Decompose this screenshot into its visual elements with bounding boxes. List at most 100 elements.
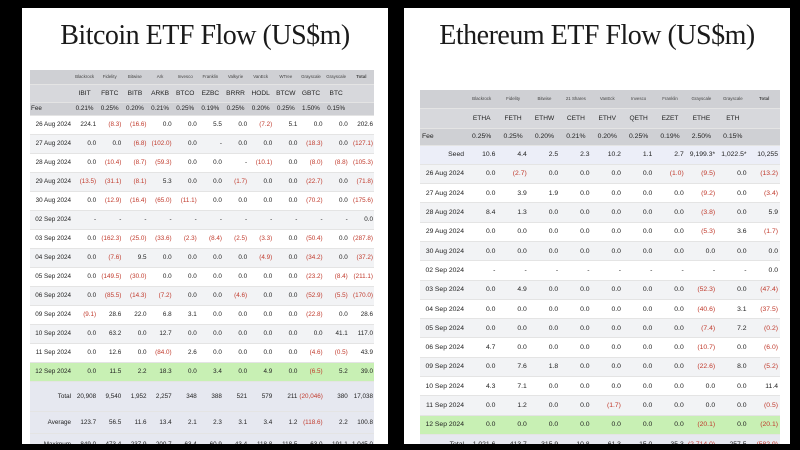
table-cell: 2.2 — [122, 362, 148, 382]
table-cell: 0.0 — [528, 164, 561, 185]
table-cell: 0.0 — [654, 318, 686, 339]
table-cell: 2.3 — [197, 411, 223, 434]
table-cell: 123.7 — [72, 411, 98, 434]
table-cell: 0.0 — [323, 172, 349, 192]
table-cell: 0.0 — [622, 202, 655, 223]
fee-cell: 0.25% — [172, 102, 198, 116]
table-cell: 3.4 — [248, 411, 274, 434]
table-cell: 0.0 — [323, 134, 349, 154]
table-cell: 11.4 — [748, 376, 780, 397]
table-row: 12 Sep 2024 0.0 0.0 0.0 0.0 0.0 0.0 0.0 (20.1) 0.… — [420, 415, 780, 435]
table-row: 03 Sep 2024 0.0 4.9 0.0 0.0 0.0 0.0 0.0 (52.3) 0.… — [420, 280, 780, 300]
table-row: 02 Sep 2024- - - - - - - - - - -0.0 — [30, 210, 374, 230]
table-cell: 0.0 — [197, 172, 223, 192]
ticker-header-cell: BTC — [323, 84, 349, 103]
row-label: 09 Sep 2024 — [420, 357, 466, 378]
table-cell: 388 — [197, 381, 223, 412]
table-cell: (13.2) — [748, 164, 780, 185]
row-label: 26 Aug 2024 — [30, 115, 72, 135]
table-cell: 3.4 — [197, 362, 223, 382]
row-label: 26 Aug 2024 — [420, 164, 466, 185]
row-label: 06 Sep 2024 — [420, 337, 466, 358]
table-cell: 3.1 — [172, 305, 198, 325]
table-cell: 0.0 — [273, 267, 299, 287]
table-cell: (118.6) — [298, 411, 324, 434]
table-cell: 0.0 — [622, 164, 655, 185]
table-cell: 0.0 — [591, 376, 623, 397]
table-cell: (6.0) — [748, 337, 780, 358]
table-cell: (2.7) — [497, 164, 529, 185]
table-cell: 15.0 — [622, 434, 655, 444]
table-cell: 0.0 — [622, 337, 655, 358]
table-cell: 0.0 — [591, 415, 623, 435]
table-cell: (22.8) — [298, 305, 324, 325]
table-cell: 9,199.3* — [685, 145, 718, 165]
table-cell: 0.0 — [172, 248, 198, 268]
table-cell: 0.0 — [197, 248, 223, 268]
table-cell: 10.8 — [560, 434, 592, 444]
table-cell: 0.0 — [528, 202, 561, 223]
table-cell: 1.3 — [497, 202, 529, 223]
table-cell: (2.3) — [172, 229, 198, 249]
table-cell: (40.6) — [685, 299, 718, 320]
table-row: 30 Aug 2024 0.0 (12.9) (16.4) (65.0) (11.1) 0.… — [30, 191, 374, 211]
issuer-header-cell: Fidelity — [497, 90, 529, 109]
table-row: 10 Sep 2024 4.3 7.1 0.0 0.0 0.0 0.0 0.0 0.0 0.0 11… — [420, 376, 780, 397]
table-cell: 5.3 — [147, 172, 173, 192]
table-cell: 117.0 — [348, 324, 374, 344]
table-cell: 0.0 — [528, 280, 561, 300]
table-cell: 9.5 — [122, 248, 148, 268]
fee-cell: 0.21% — [147, 102, 173, 116]
table-row: Maximum 849.0 473.4 237.9 200.7 63.4 60.9 43.4 1… — [30, 433, 374, 444]
table-cell: 0.0 — [622, 222, 655, 242]
table-cell: 0.0 — [560, 415, 592, 435]
table-cell: 56.5 — [97, 411, 123, 434]
table-cell: (9.5) — [685, 164, 718, 185]
table-cell: 10,255 — [748, 145, 780, 165]
table-cell: (14.3) — [122, 286, 148, 306]
table-cell: 8.0 — [717, 357, 749, 378]
table-cell: 0.0 — [172, 134, 198, 154]
table-cell: 0.0 — [273, 362, 299, 382]
table-cell: 0.0 — [528, 299, 561, 320]
table-cell: (10.7) — [685, 337, 718, 358]
table-cell: 0.0 — [497, 415, 529, 435]
table-cell: 43.4 — [222, 433, 249, 444]
table-cell: - — [560, 260, 592, 281]
table-cell: 0.0 — [172, 267, 198, 287]
table-row: 11 Sep 2024 0.0 1.2 0.0 0.0 (1.7) 0.0 0.0 0.0 0.0… — [420, 395, 780, 416]
table-cell: (6.5) — [298, 362, 324, 382]
table-cell: 0.0 — [497, 337, 529, 358]
table-cell: 12.6 — [97, 343, 123, 363]
table-cell: (2.5) — [222, 229, 249, 249]
row-label: 30 Aug 2024 — [30, 191, 72, 211]
table-cell: - — [685, 260, 718, 281]
table-cell: (5.5) — [323, 286, 349, 306]
table-cell: 7.2 — [717, 318, 749, 339]
table-cell: 0.0 — [591, 183, 623, 204]
table-cell: 0.0 — [560, 395, 592, 416]
table-row: 03 Sep 2024 0.0 (162.3) (25.0) (33.6) (2.3) (8… — [30, 229, 374, 249]
table-cell: 0.0 — [222, 134, 249, 154]
table-row: 06 Sep 2024 0.0 (85.5) (14.3) (7.2) 0.0 0.0 (4.… — [30, 286, 374, 306]
table-cell: 4.9 — [497, 280, 529, 300]
fee-cell: 0.25% — [222, 102, 249, 116]
table-cell: 0.0 — [560, 357, 592, 378]
table-cell: (20,046) — [298, 381, 324, 412]
table-cell: (8.0) — [298, 153, 324, 173]
table-cell: (71.8) — [348, 172, 374, 192]
table-cell: 0.0 — [72, 267, 98, 287]
table-cell: 0.0 — [654, 241, 686, 262]
table-cell: 61.3 — [591, 434, 623, 444]
table-cell: 5.5 — [197, 115, 223, 135]
fee-cell — [748, 128, 780, 146]
issuer-header-cell: Blackrock — [466, 90, 498, 109]
table-cell: 0.0 — [654, 357, 686, 378]
table-cell: 0.0 — [197, 286, 223, 306]
fee-cell: 0.21% — [560, 128, 592, 146]
row-label: Seed — [420, 145, 466, 165]
table-cell: 0.0 — [222, 362, 249, 382]
table-cell: - — [717, 260, 749, 281]
table-cell: 0.0 — [560, 337, 592, 358]
table-cell: 1,022.5* — [717, 145, 749, 165]
